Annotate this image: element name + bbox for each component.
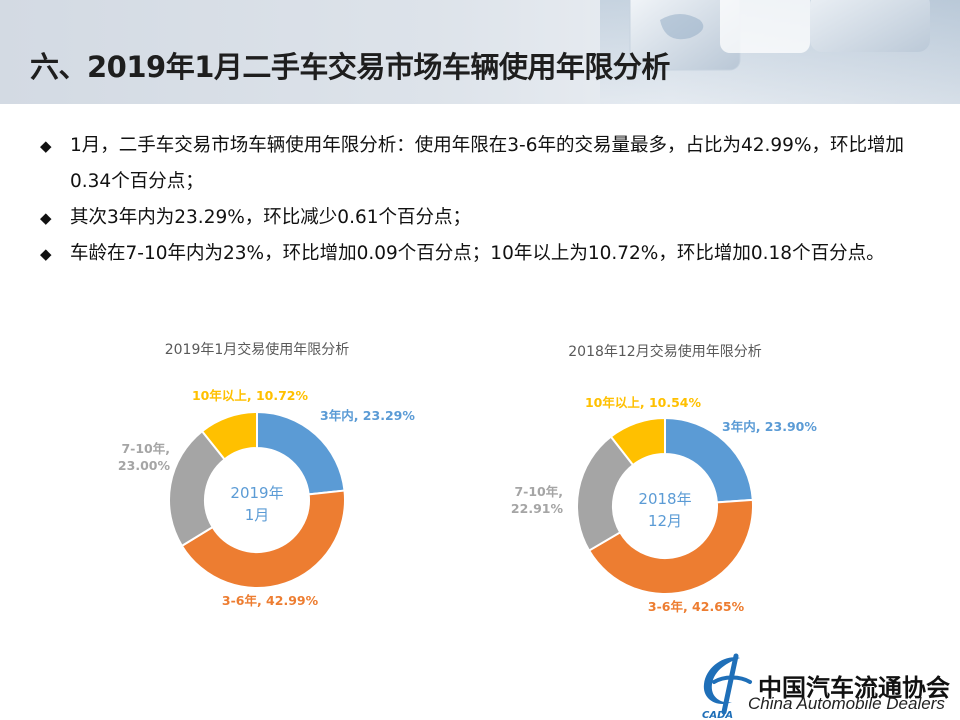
donut-slice-3-6年	[587, 498, 754, 595]
bullet-text: 车龄在7-10年内为23%，环比增加0.09个百分点；10年以上为10.72%，…	[70, 243, 885, 264]
data-label-7-10年: 7-10年,	[514, 484, 563, 499]
donut-slice-3-6年	[180, 489, 346, 589]
header-banner: 六、2019年1月二手车交易市场车辆使用年限分析	[0, 0, 960, 104]
logo-english-name: China Automobile Dealers	[748, 694, 945, 713]
chart-center-label: 2018年	[638, 490, 691, 508]
logo-chinese-name: 中国汽车流通协会	[758, 674, 950, 702]
bullet-list: ◆ 1月，二手车交易市场车辆使用年限分析：使用年限在3-6年的交易量最多，占比为4…	[40, 128, 920, 272]
data-label-3年内: 3年内, 23.29%	[320, 408, 415, 423]
data-label-7-10年: 23.00%	[118, 458, 171, 473]
bullet-item: ◆ 1月，二手车交易市场车辆使用年限分析：使用年限在3-6年的交易量最多，占比为4…	[40, 128, 920, 200]
bullet-text: 其次3年内为23.29%，环比减少0.61个百分点；	[70, 207, 472, 228]
data-label-10年以上: 10年以上, 10.54%	[585, 395, 702, 410]
cada-logo-icon: CADA	[702, 653, 752, 720]
donut-slice-10年以上	[609, 416, 666, 467]
data-label-3-6年: 3-6年, 42.99%	[222, 593, 319, 608]
chart-center-label: 2019年	[230, 484, 283, 502]
data-label-3-6年: 3-6年, 42.65%	[648, 599, 745, 614]
data-label-7-10年: 22.91%	[511, 501, 564, 516]
chart-center-label: 12月	[648, 512, 682, 530]
bullet-item: ◆ 车龄在7-10年内为23%，环比增加0.09个百分点；10年以上为10.72%…	[40, 236, 920, 272]
diamond-bullet-icon: ◆	[40, 245, 52, 263]
data-label-7-10年: 7-10年,	[121, 441, 170, 456]
bullet-item: ◆ 其次3年内为23.29%，环比减少0.61个百分点；	[40, 200, 920, 236]
chart-title: 2019年1月交易使用年限分析	[165, 341, 350, 358]
cada-logo: CADA 中国汽车流通协会 China Automobile Dealers	[696, 652, 960, 720]
data-label-3年内: 3年内, 23.90%	[722, 419, 817, 434]
logo-mark: CADA	[702, 710, 733, 720]
chart-title: 2018年12月交易使用年限分析	[568, 343, 761, 360]
chart-center-label: 1月	[245, 506, 270, 524]
page-title: 六、2019年1月二手车交易市场车辆使用年限分析	[30, 50, 670, 84]
header-decoration	[600, 0, 960, 104]
data-label-10年以上: 10年以上, 10.72%	[192, 388, 309, 403]
bullet-text: 1月，二手车交易市场车辆使用年限分析：使用年限在3-6年的交易量最多，占比为42…	[70, 135, 905, 192]
donut-slice-10年以上	[200, 410, 258, 461]
diamond-bullet-icon: ◆	[40, 209, 52, 227]
diamond-bullet-icon: ◆	[40, 137, 52, 155]
